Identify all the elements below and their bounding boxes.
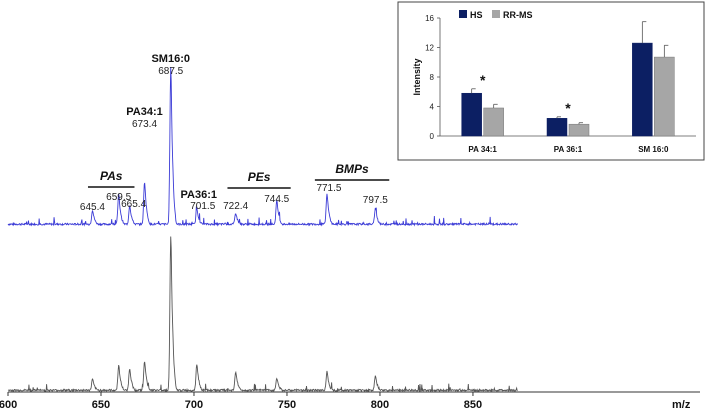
inset-y-tick-label-0: 0 <box>430 132 435 141</box>
group-label-0: PAs <box>100 169 123 183</box>
inset-category-label-1: PA 36:1 <box>554 145 583 154</box>
bottom-spectrum-trace <box>7 236 518 393</box>
peak-label-6: 722.4 <box>223 201 248 212</box>
inset-y-axis-title: Intensity <box>412 58 422 95</box>
peak-annotation-3: PA34:1 <box>126 106 162 118</box>
peak-label-2: 665.4 <box>121 199 146 210</box>
inset-y-tick-label-1: 4 <box>430 103 435 112</box>
inset-legend-swatch-1 <box>492 10 500 18</box>
x-tick-label-2: 700 <box>185 399 203 410</box>
peak-label-8: 771.5 <box>316 183 341 194</box>
lipid-group-annotations: PAs PEs BMPs <box>87 162 390 189</box>
inset-legend-label-0: HS <box>470 10 483 20</box>
x-tick-label-3: 750 <box>278 399 296 410</box>
inset-significance-1: * <box>565 100 571 116</box>
x-tick-label-0: 600 <box>0 399 17 410</box>
inset-bar-chart: 0 4 8 12 16 Intensity * PA 34:1 * PA 36:1 SM 16:0 H… <box>412 10 696 154</box>
inset-significance-0: * <box>480 72 486 88</box>
inset-legend-swatch-0 <box>459 10 467 18</box>
peak-label-4: 687.5 <box>158 66 183 77</box>
inset-bar-hs-0 <box>461 92 482 137</box>
inset-bar-rr-ms-1 <box>568 123 590 137</box>
inset-y-tick-label-4: 16 <box>425 14 434 23</box>
peak-annotation-5: PA36:1 <box>181 189 217 201</box>
inset-bar-hs-2 <box>632 42 653 137</box>
group-label-2: BMPs <box>335 162 369 176</box>
peak-label-0: 645.4 <box>80 202 105 213</box>
x-tick-label-4: 800 <box>371 399 389 410</box>
inset-legend-label-1: RR-MS <box>503 10 533 20</box>
inset-bar-rr-ms-2 <box>654 56 675 137</box>
x-axis-ticks: 600 650 700 750 800 850 <box>0 392 482 410</box>
top-spectrum-trace <box>7 67 518 227</box>
peak-label-7: 744.5 <box>264 194 289 205</box>
peak-label-3: 673.4 <box>132 119 157 130</box>
inset-bar-rr-ms-0 <box>483 107 504 137</box>
peak-label-5: 701.5 <box>190 201 215 212</box>
x-tick-label-1: 650 <box>92 399 110 410</box>
inset-category-label-0: PA 34:1 <box>468 145 497 154</box>
x-axis-title: m/z <box>672 399 691 410</box>
inset-y-tick-label-2: 8 <box>430 73 435 82</box>
x-tick-label-5: 850 <box>464 399 482 410</box>
peak-annotation-4: SM16:0 <box>151 53 190 65</box>
peak-label-1: 659.5 <box>106 192 131 203</box>
group-label-1: PEs <box>248 170 271 184</box>
peak-label-9: 797.5 <box>363 195 388 206</box>
inset-bar-hs-1 <box>546 118 568 137</box>
inset-category-label-2: SM 16:0 <box>638 145 669 154</box>
inset-y-tick-label-3: 12 <box>425 44 434 53</box>
